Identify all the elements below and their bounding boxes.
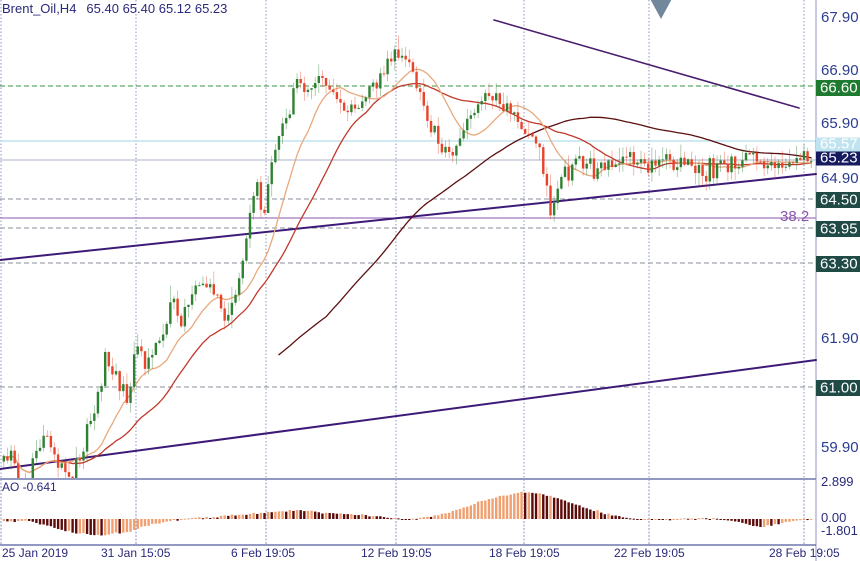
svg-text:28 Feb 19:05: 28 Feb 19:05 [769,546,840,560]
svg-text:59.90: 59.90 [821,439,859,456]
svg-text:18 Feb 19:05: 18 Feb 19:05 [489,546,560,560]
svg-text:38.2: 38.2 [780,208,809,225]
svg-text:AO -0.641: AO -0.641 [2,480,57,494]
svg-text:12 Feb 19:05: 12 Feb 19:05 [361,546,432,560]
svg-text:64.50: 64.50 [820,192,858,209]
svg-text:25 Jan 2019: 25 Jan 2019 [2,546,68,560]
svg-text:31 Jan 15:05: 31 Jan 15:05 [101,546,171,560]
svg-text:64.90: 64.90 [821,170,859,187]
svg-text:63.95: 63.95 [820,221,858,238]
svg-text:6 Feb 19:05: 6 Feb 19:05 [231,546,295,560]
svg-text:65.90: 65.90 [821,115,859,132]
svg-text:63.30: 63.30 [820,256,858,273]
svg-text:2.899: 2.899 [821,474,854,489]
svg-text:67.90: 67.90 [821,9,859,26]
svg-text:61.90: 61.90 [821,330,859,347]
svg-text:66.90: 66.90 [821,62,859,79]
svg-text:65.23: 65.23 [820,150,858,167]
svg-text:61.00: 61.00 [820,380,858,397]
svg-text:22 Feb 19:05: 22 Feb 19:05 [614,546,685,560]
svg-text:-1.801: -1.801 [821,523,858,538]
svg-text:66.60: 66.60 [820,80,858,97]
